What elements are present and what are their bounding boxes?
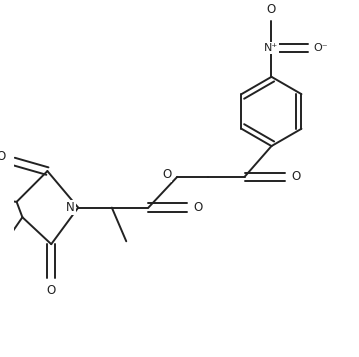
Text: O: O — [162, 169, 171, 181]
Text: N⁺: N⁺ — [264, 43, 279, 53]
Text: O: O — [194, 201, 203, 214]
Text: O: O — [267, 3, 276, 16]
Text: O: O — [292, 170, 301, 183]
Text: O: O — [0, 150, 6, 163]
Text: O: O — [47, 284, 56, 297]
Text: O⁻: O⁻ — [313, 43, 328, 53]
Text: N: N — [66, 201, 75, 214]
